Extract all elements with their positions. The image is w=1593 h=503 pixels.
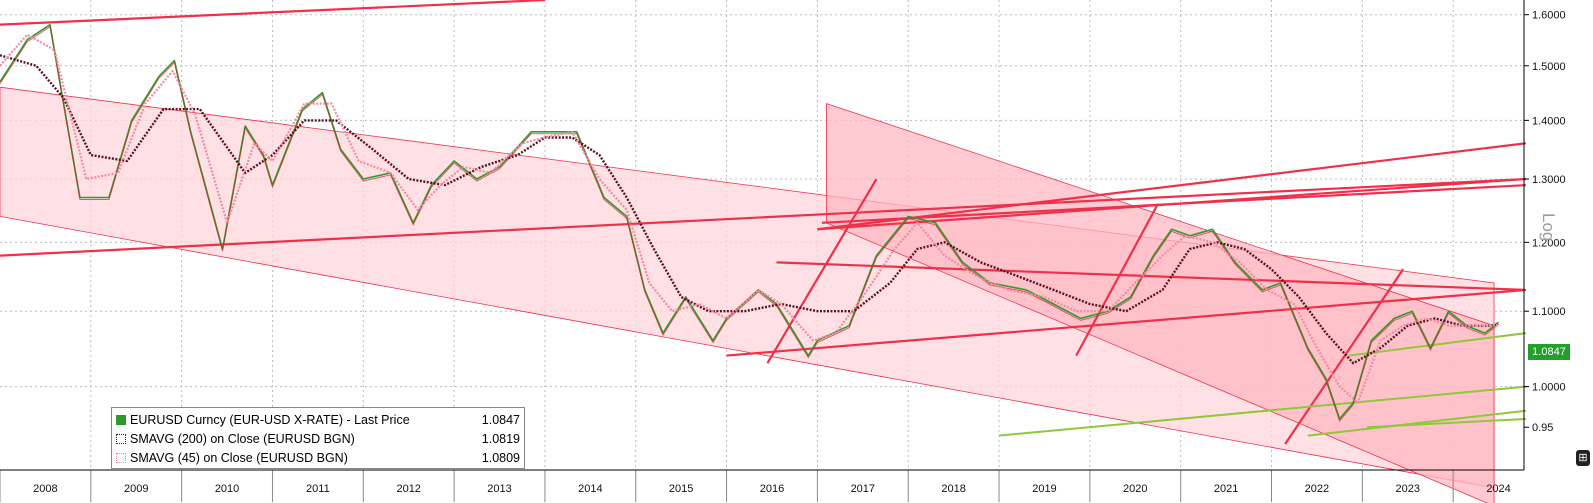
x-tick-label: 2011 xyxy=(306,483,330,495)
x-tick-label: 2012 xyxy=(396,483,420,495)
x-tick-label: 2016 xyxy=(760,483,784,495)
x-tick-label: 2014 xyxy=(578,483,602,495)
x-tick-label: 2013 xyxy=(487,483,511,495)
series-layer xyxy=(0,23,1500,422)
trendline xyxy=(1307,409,1526,437)
channel-band xyxy=(826,103,1495,503)
trendline xyxy=(821,184,1526,224)
legend-value-sma200: 1.0819 xyxy=(481,431,520,446)
legend-label-sma45: SMAVG (45) on Close (EURUSD BGN) xyxy=(130,450,348,465)
legend-swatch-sma200 xyxy=(116,433,126,444)
trendline xyxy=(1284,268,1405,445)
legend-row-sma45: SMAVG (45) on Close (EURUSD BGN) 1.0809 xyxy=(116,448,520,467)
y-tick-label: 1.0000 xyxy=(1532,382,1566,394)
x-tick-label: 2023 xyxy=(1396,483,1420,495)
trendline xyxy=(726,288,1526,357)
y-tick-label: 1.2000 xyxy=(1532,237,1566,249)
legend: EURUSD Curncy (EUR-USD X-RATE) - Last Pr… xyxy=(111,407,525,469)
trendline xyxy=(0,177,1526,257)
trendline xyxy=(1366,417,1526,429)
trendline xyxy=(1075,203,1159,357)
series-line-price-shadow xyxy=(0,25,1499,422)
x-tick-label: 2022 xyxy=(1305,483,1329,495)
x-tick-label: 2017 xyxy=(851,483,875,495)
log-scale-label: Log xyxy=(1539,213,1558,242)
x-tick-label: 2020 xyxy=(1123,483,1147,495)
trendline xyxy=(817,142,1526,231)
series-line-sma45 xyxy=(0,33,1499,404)
x-tick-label: 2018 xyxy=(941,483,965,495)
y-tick-label: 1.6000 xyxy=(1532,10,1566,22)
legend-swatch-price xyxy=(116,414,126,425)
x-tick-label: 2009 xyxy=(124,483,148,495)
x-tick-label: 2019 xyxy=(1032,483,1056,495)
x-tick-label: 2024 xyxy=(1486,483,1510,495)
legend-label-sma200: SMAVG (200) on Close (EURUSD BGN) xyxy=(130,431,355,446)
trendline xyxy=(0,0,545,26)
legend-label-price: EURUSD Curncy (EUR-USD X-RATE) - Last Pr… xyxy=(130,412,410,427)
y-tick-label: 1.5000 xyxy=(1532,61,1566,73)
trendlines xyxy=(0,0,1526,445)
legend-row-sma200: SMAVG (200) on Close (EURUSD BGN) 1.0819 xyxy=(116,429,520,448)
chart-menu-icon[interactable]: ⊞ xyxy=(1576,450,1590,466)
legend-value-sma45: 1.0809 xyxy=(481,450,520,465)
x-tick-label: 2015 xyxy=(669,483,693,495)
x-tick-label: 2010 xyxy=(215,483,239,495)
legend-swatch-sma45 xyxy=(116,452,126,463)
x-tick-label: 2021 xyxy=(1214,483,1238,495)
series-line-price xyxy=(0,23,1500,420)
trendline xyxy=(766,178,878,364)
last-price-badge: 1.0847 xyxy=(1528,344,1570,360)
y-tick-label: 1.3000 xyxy=(1532,174,1566,186)
y-tick-label: 1.4000 xyxy=(1532,115,1566,127)
legend-value-price: 1.0847 xyxy=(481,412,520,427)
legend-row-price: EURUSD Curncy (EUR-USD X-RATE) - Last Pr… xyxy=(116,410,520,429)
trendline xyxy=(998,385,1526,437)
y-tick-label: 1.1000 xyxy=(1532,306,1566,318)
x-tick-label: 2008 xyxy=(33,483,57,495)
trendline xyxy=(1348,332,1526,357)
y-tick-label: 0.95 xyxy=(1532,422,1553,434)
